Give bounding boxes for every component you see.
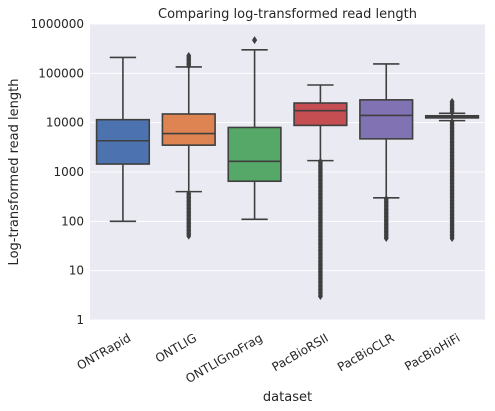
box-PacBioRSII [293, 84, 348, 300]
x-axis-label: dataset [263, 390, 312, 405]
outlier-marker-high [449, 97, 455, 105]
y-tick-label: 1 [76, 313, 84, 327]
x-tick-label: ONTLIG [153, 331, 199, 366]
box-series [95, 36, 480, 300]
y-gridlines [90, 23, 485, 321]
box-iqr [293, 102, 348, 127]
outlier-marker-high [251, 36, 258, 45]
x-tick-label: ONTRapid [74, 331, 133, 373]
box-ONTLIG [161, 51, 216, 240]
x-tick-label: PacBioRSII [270, 331, 331, 374]
y-axis-ticks: 1 10 100 1000 10000 100000 1000000 [31, 17, 84, 327]
outlier-marker-low [383, 195, 389, 203]
box-PacBioHiFi [424, 97, 480, 242]
box-iqr [359, 99, 414, 140]
y-tick-label: 100000 [38, 66, 84, 80]
y-tick-label: 100 [61, 214, 84, 228]
y-tick-label: 1000000 [31, 17, 84, 31]
box-ONTRapid [95, 56, 151, 223]
box-ONTLIGnoFrag [227, 36, 282, 221]
y-tick-label: 10 [69, 264, 84, 278]
outlier-marker-low [318, 157, 323, 165]
x-tick-label: PacBioCLR [335, 331, 397, 375]
y-tick-label: 10000 [46, 116, 84, 130]
box-PacBioCLR [359, 63, 414, 242]
x-tick-label: PacBioHiFi [402, 331, 462, 374]
box-iqr [95, 118, 151, 165]
box-iqr [227, 126, 282, 183]
box-iqr [161, 113, 216, 146]
outlier-marker-low [449, 118, 455, 126]
y-axis-label: Log-transformed read length [7, 79, 22, 266]
outlier-marker-high [186, 51, 192, 59]
y-tick-label: 1000 [53, 165, 84, 179]
outlier-marker-low [186, 189, 192, 197]
chart-title: Comparing log-transformed read length [158, 7, 417, 22]
